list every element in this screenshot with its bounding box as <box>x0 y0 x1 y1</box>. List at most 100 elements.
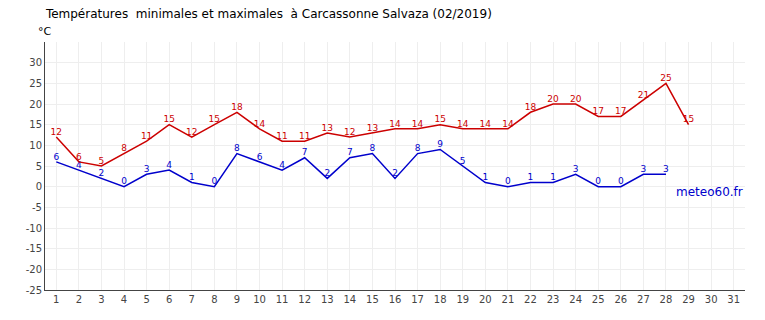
svg-text:-20: -20 <box>26 264 42 275</box>
svg-text:27: 27 <box>637 294 650 305</box>
svg-text:11: 11 <box>141 131 152 141</box>
svg-text:20: 20 <box>29 99 42 110</box>
svg-text:28: 28 <box>660 294 673 305</box>
svg-text:14: 14 <box>480 119 492 129</box>
svg-text:30: 30 <box>29 57 42 68</box>
svg-text:15: 15 <box>163 114 174 124</box>
svg-text:12: 12 <box>344 127 355 137</box>
svg-text:14: 14 <box>457 119 469 129</box>
svg-text:-15: -15 <box>26 243 42 254</box>
svg-text:20: 20 <box>547 94 559 104</box>
svg-text:18: 18 <box>525 102 537 112</box>
svg-text:2: 2 <box>99 168 105 178</box>
svg-text:1: 1 <box>53 294 59 305</box>
svg-text:5: 5 <box>460 156 466 166</box>
svg-text:4: 4 <box>166 160 172 170</box>
svg-text:18: 18 <box>434 294 447 305</box>
svg-text:2: 2 <box>76 294 82 305</box>
svg-text:0: 0 <box>595 176 601 186</box>
svg-text:0: 0 <box>36 181 42 192</box>
svg-text:14: 14 <box>502 119 514 129</box>
svg-text:9: 9 <box>437 139 443 149</box>
svg-text:15: 15 <box>29 119 42 130</box>
svg-text:23: 23 <box>547 294 560 305</box>
svg-text:13: 13 <box>367 123 378 133</box>
svg-text:14: 14 <box>254 119 266 129</box>
svg-text:3: 3 <box>573 164 579 174</box>
svg-text:8: 8 <box>211 294 217 305</box>
svg-text:13: 13 <box>322 123 333 133</box>
svg-text:-10: -10 <box>26 223 42 234</box>
svg-text:0: 0 <box>618 176 624 186</box>
svg-text:17: 17 <box>411 294 424 305</box>
svg-text:25: 25 <box>660 73 671 83</box>
svg-text:3: 3 <box>641 164 647 174</box>
svg-text:14: 14 <box>389 119 401 129</box>
svg-text:15: 15 <box>434 114 445 124</box>
svg-text:20: 20 <box>570 94 582 104</box>
svg-text:-25: -25 <box>26 285 42 296</box>
svg-text:25: 25 <box>29 78 42 89</box>
svg-text:7: 7 <box>347 147 353 157</box>
svg-text:11: 11 <box>276 131 287 141</box>
svg-text:1: 1 <box>550 172 556 182</box>
svg-text:30: 30 <box>705 294 718 305</box>
svg-text:6: 6 <box>257 152 263 162</box>
svg-text:6: 6 <box>53 152 59 162</box>
svg-text:7: 7 <box>302 147 308 157</box>
svg-text:15: 15 <box>683 114 694 124</box>
svg-text:8: 8 <box>415 143 421 153</box>
svg-text:12: 12 <box>51 127 62 137</box>
svg-text:9: 9 <box>234 294 240 305</box>
svg-text:26: 26 <box>614 294 627 305</box>
svg-text:20: 20 <box>479 294 492 305</box>
svg-text:8: 8 <box>121 143 127 153</box>
svg-text:5: 5 <box>143 294 149 305</box>
svg-text:6: 6 <box>166 294 172 305</box>
svg-text:24: 24 <box>569 294 582 305</box>
svg-text:5: 5 <box>99 156 105 166</box>
svg-text:15: 15 <box>209 114 220 124</box>
svg-text:5: 5 <box>36 161 42 172</box>
svg-text:7: 7 <box>189 294 195 305</box>
svg-text:14: 14 <box>343 294 356 305</box>
svg-text:meteo60.fr: meteo60.fr <box>676 185 743 199</box>
svg-text:0: 0 <box>211 176 217 186</box>
svg-text:4: 4 <box>279 160 285 170</box>
svg-text:0: 0 <box>505 176 511 186</box>
svg-text:-5: -5 <box>32 202 42 213</box>
svg-text:18: 18 <box>231 102 243 112</box>
svg-text:15: 15 <box>366 294 379 305</box>
svg-text:3: 3 <box>144 164 150 174</box>
svg-text:21: 21 <box>638 90 649 100</box>
svg-text:14: 14 <box>412 119 424 129</box>
svg-text:10: 10 <box>29 140 42 151</box>
svg-text:19: 19 <box>456 294 469 305</box>
svg-text:1: 1 <box>189 172 195 182</box>
svg-text:3: 3 <box>98 294 104 305</box>
svg-text:11: 11 <box>276 294 289 305</box>
svg-text:4: 4 <box>121 294 127 305</box>
svg-text:3: 3 <box>663 164 669 174</box>
svg-text:12: 12 <box>186 127 197 137</box>
svg-text:2: 2 <box>392 168 398 178</box>
svg-text:1: 1 <box>482 172 488 182</box>
svg-text:°C: °C <box>38 25 52 38</box>
svg-text:0: 0 <box>121 176 127 186</box>
svg-text:13: 13 <box>321 294 334 305</box>
svg-text:31: 31 <box>727 294 740 305</box>
svg-text:1: 1 <box>528 172 534 182</box>
svg-text:2: 2 <box>324 168 330 178</box>
svg-text:25: 25 <box>592 294 605 305</box>
svg-text:11: 11 <box>299 131 310 141</box>
svg-text:12: 12 <box>298 294 311 305</box>
svg-text:Températures minimales et max: Températures minimales et maximales à Ca… <box>45 7 492 21</box>
svg-text:4: 4 <box>76 160 82 170</box>
svg-text:10: 10 <box>253 294 266 305</box>
svg-text:17: 17 <box>593 106 604 116</box>
svg-text:29: 29 <box>682 294 695 305</box>
svg-text:8: 8 <box>234 143 240 153</box>
svg-text:17: 17 <box>615 106 626 116</box>
svg-text:16: 16 <box>389 294 402 305</box>
svg-text:6: 6 <box>76 152 82 162</box>
